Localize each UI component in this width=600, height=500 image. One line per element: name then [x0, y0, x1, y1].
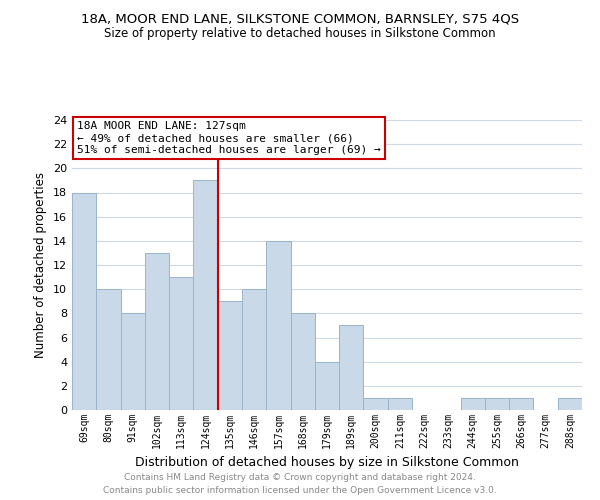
Bar [242, 289, 266, 410]
X-axis label: Distribution of detached houses by size in Silkstone Common: Distribution of detached houses by size … [135, 456, 519, 469]
Text: 18A MOOR END LANE: 127sqm
← 49% of detached houses are smaller (66)
51% of semi-: 18A MOOR END LANE: 127sqm ← 49% of detac… [77, 122, 381, 154]
Bar [485, 398, 509, 410]
Text: 18A, MOOR END LANE, SILKSTONE COMMON, BARNSLEY, S75 4QS: 18A, MOOR END LANE, SILKSTONE COMMON, BA… [81, 12, 519, 26]
Bar [461, 398, 485, 410]
Text: Size of property relative to detached houses in Silkstone Common: Size of property relative to detached ho… [104, 28, 496, 40]
Bar [121, 314, 145, 410]
Bar [169, 277, 193, 410]
Bar [266, 241, 290, 410]
Bar [145, 253, 169, 410]
Bar [218, 301, 242, 410]
Bar [339, 326, 364, 410]
Bar [193, 180, 218, 410]
Y-axis label: Number of detached properties: Number of detached properties [34, 172, 47, 358]
Bar [558, 398, 582, 410]
Bar [509, 398, 533, 410]
Bar [290, 314, 315, 410]
Bar [315, 362, 339, 410]
Text: Contains HM Land Registry data © Crown copyright and database right 2024.: Contains HM Land Registry data © Crown c… [124, 472, 476, 482]
Bar [96, 289, 121, 410]
Bar [364, 398, 388, 410]
Bar [72, 192, 96, 410]
Text: Contains public sector information licensed under the Open Government Licence v3: Contains public sector information licen… [103, 486, 497, 495]
Bar [388, 398, 412, 410]
